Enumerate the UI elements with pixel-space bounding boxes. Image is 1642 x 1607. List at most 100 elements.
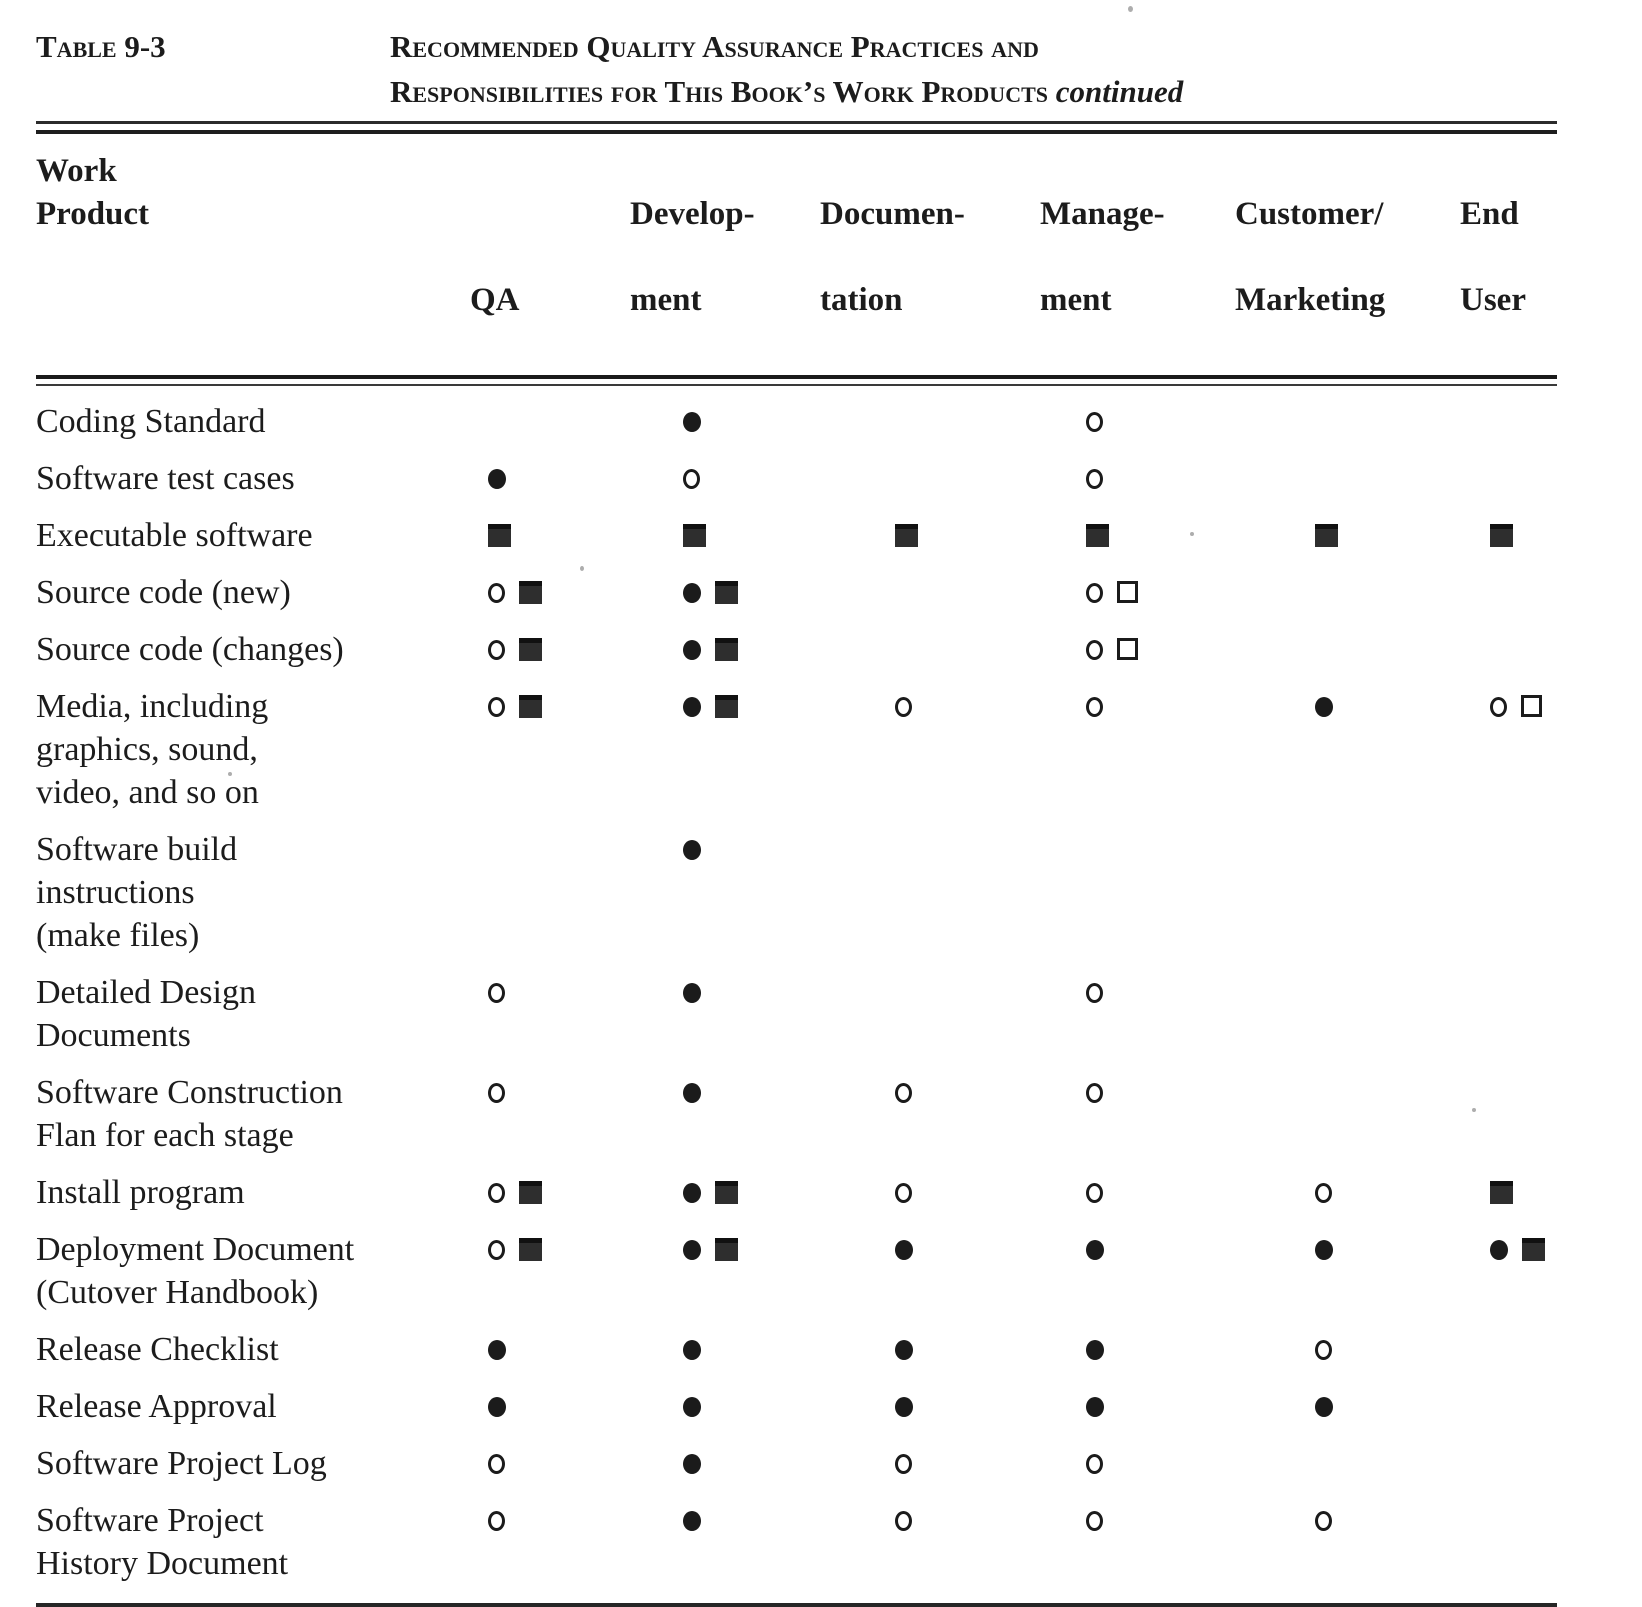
- table-caption: Table 9-3 Recommended Quality Assurance …: [36, 0, 1642, 114]
- management-cell: [990, 957, 1210, 1057]
- end-user-cell: [1420, 814, 1557, 957]
- development-cell: [600, 1371, 795, 1428]
- table-title-line2-text: Responsibilities for This Book’s Work Pr…: [390, 74, 1048, 109]
- management-cell: [990, 1314, 1210, 1371]
- management-cell: [990, 1057, 1210, 1157]
- qa-cell: [436, 614, 600, 671]
- management-cell: [990, 814, 1210, 957]
- filled-square-icon: [1490, 524, 1513, 547]
- filled-circle-icon: [683, 1083, 701, 1103]
- end-user-cell: [1420, 386, 1557, 443]
- filled-circle-icon: [683, 1397, 701, 1417]
- work-product-label: Software test cases: [36, 460, 295, 497]
- development-cell: [600, 1057, 795, 1157]
- filled-circle-icon: [683, 1340, 701, 1360]
- filled-circle-icon: [1315, 697, 1333, 717]
- filled-square-icon: [1086, 524, 1109, 547]
- open-square-icon: [1521, 695, 1542, 717]
- qa-cell: [436, 1371, 600, 1428]
- scan-speck: [1472, 1108, 1476, 1112]
- qa-cell: [436, 500, 600, 557]
- qa-cell: [436, 814, 600, 957]
- customer-marketing-cell: [1210, 500, 1420, 557]
- qa-practices-table: Work Product QA Develop- ment Documen- t…: [36, 134, 1557, 1585]
- end-user-cell: [1420, 443, 1557, 500]
- documentation-cell: [795, 957, 990, 1057]
- customer-marketing-cell: [1210, 1214, 1420, 1314]
- open-circle-icon: [488, 697, 505, 717]
- column-header-customer-marketing: Customer/ Marketing: [1235, 196, 1386, 318]
- filled-square-icon: [715, 638, 738, 661]
- filled-square-icon: [715, 1181, 738, 1204]
- documentation-cell: [795, 1057, 990, 1157]
- column-header-management: Manage- ment: [1040, 196, 1165, 318]
- management-cell: [990, 557, 1210, 614]
- open-circle-icon: [1086, 697, 1103, 717]
- qa-cell: [436, 557, 600, 614]
- work-product-label: Coding Standard: [36, 403, 266, 440]
- customer-marketing-cell: [1210, 443, 1420, 500]
- qa-cell: [436, 443, 600, 500]
- customer-marketing-cell: [1210, 814, 1420, 957]
- filled-circle-icon: [683, 640, 701, 660]
- management-cell: [990, 1371, 1210, 1428]
- open-circle-icon: [1490, 697, 1507, 717]
- filled-circle-icon: [1086, 1240, 1104, 1260]
- end-user-cell: [1420, 1371, 1557, 1428]
- management-cell: [990, 1428, 1210, 1485]
- filled-square-icon: [715, 1238, 738, 1261]
- open-circle-icon: [895, 1183, 912, 1203]
- filled-circle-icon: [895, 1397, 913, 1417]
- management-cell: [990, 1214, 1210, 1314]
- end-user-cell: [1420, 557, 1557, 614]
- end-user-cell: [1420, 1485, 1557, 1585]
- customer-marketing-cell: [1210, 557, 1420, 614]
- documentation-cell: [795, 386, 990, 443]
- open-circle-icon: [1086, 1183, 1103, 1203]
- filled-circle-icon: [488, 1397, 506, 1417]
- development-cell: [600, 1485, 795, 1585]
- filled-circle-icon: [1315, 1240, 1333, 1260]
- open-circle-icon: [1086, 1083, 1103, 1103]
- work-product-label: Detailed Design Documents: [36, 974, 256, 1054]
- development-cell: [600, 557, 795, 614]
- filled-square-icon: [715, 695, 738, 718]
- open-circle-icon: [1086, 640, 1103, 660]
- qa-cell: [436, 1314, 600, 1371]
- development-cell: [600, 386, 795, 443]
- qa-cell: [436, 1428, 600, 1485]
- customer-marketing-cell: [1210, 1428, 1420, 1485]
- continued-label: continued: [1055, 74, 1184, 109]
- open-circle-icon: [488, 1083, 505, 1103]
- development-cell: [600, 500, 795, 557]
- qa-cell: [436, 1157, 600, 1214]
- development-cell: [600, 957, 795, 1057]
- open-circle-icon: [1086, 983, 1103, 1003]
- end-user-cell: [1420, 1157, 1557, 1214]
- development-cell: [600, 443, 795, 500]
- filled-circle-icon: [683, 697, 701, 717]
- end-user-cell: [1420, 1428, 1557, 1485]
- table-tag: Table 9-3: [36, 29, 166, 64]
- column-header-qa: QA: [470, 282, 520, 318]
- filled-square-icon: [895, 524, 918, 547]
- qa-cell: [436, 386, 600, 443]
- filled-square-icon: [683, 524, 706, 547]
- documentation-cell: [795, 1214, 990, 1314]
- filled-square-icon: [488, 524, 511, 547]
- work-product-label: Release Approval: [36, 1388, 277, 1425]
- documentation-cell: [795, 1485, 990, 1585]
- table-title: Recommended Quality Assurance Practices …: [390, 24, 1183, 114]
- filled-circle-icon: [1086, 1397, 1104, 1417]
- customer-marketing-cell: [1210, 1485, 1420, 1585]
- end-user-cell: [1420, 500, 1557, 557]
- management-cell: [990, 671, 1210, 814]
- top-double-rule: [36, 121, 1557, 134]
- management-cell: [990, 614, 1210, 671]
- documentation-cell: [795, 1157, 990, 1214]
- open-square-icon: [1117, 638, 1138, 660]
- qa-cell: [436, 957, 600, 1057]
- qa-cell: [436, 1485, 600, 1585]
- documentation-cell: [795, 1314, 990, 1371]
- customer-marketing-cell: [1210, 1057, 1420, 1157]
